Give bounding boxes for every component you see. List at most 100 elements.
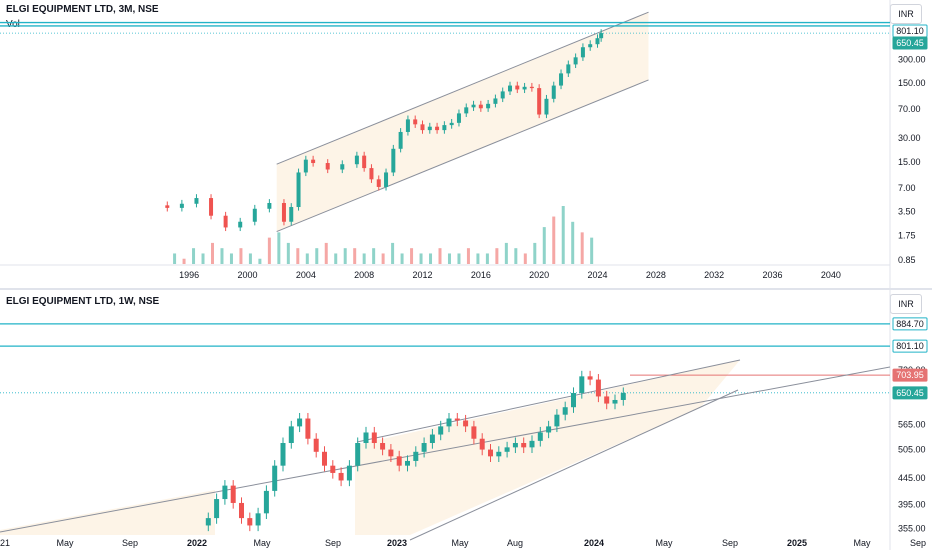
- volume-bar: [315, 248, 319, 264]
- candle-body: [396, 456, 402, 466]
- candle-body: [429, 434, 435, 444]
- candle-body: [413, 119, 418, 125]
- y-tick-label: 355.00: [898, 524, 926, 534]
- price-label: 884.70: [896, 319, 924, 329]
- candle-body: [165, 205, 170, 208]
- volume-bar: [258, 258, 262, 264]
- candle-body: [454, 418, 460, 421]
- volume-bar: [476, 253, 480, 264]
- volume-bar: [173, 253, 177, 264]
- volume-bar: [343, 248, 347, 264]
- volume-bar: [580, 232, 584, 264]
- candle-body: [179, 203, 184, 208]
- y-tick-label: 0.85: [898, 255, 916, 265]
- candle-body: [247, 518, 253, 526]
- price-label: 703.95: [896, 370, 924, 380]
- candle-body: [604, 396, 610, 404]
- candle-body: [529, 440, 535, 448]
- y-tick-label: 15.00: [898, 157, 921, 167]
- price-label-box: [892, 317, 928, 331]
- volume-bar: [353, 248, 357, 264]
- volume-bar: [495, 248, 499, 264]
- channel-upper-line: [276, 11, 649, 165]
- candle-body: [398, 131, 403, 149]
- y-tick-label: 445.00: [898, 473, 926, 483]
- candle-body: [267, 202, 272, 209]
- x-tick-label: May: [253, 538, 271, 548]
- top-chart-canvas[interactable]: 300.00 150.00 70.00 30.00 15.00 7.00 3.50 1.75 0…: [0, 0, 932, 290]
- candle-body: [508, 85, 512, 92]
- y-tick-label: 3.50: [898, 207, 916, 217]
- y-tick-label: 1.75: [898, 230, 916, 240]
- candle-body: [252, 208, 257, 222]
- volume-bar: [561, 206, 565, 264]
- candle-body: [571, 392, 576, 408]
- candle-body: [588, 44, 593, 48]
- candle-body: [281, 202, 286, 222]
- y-tick-label: 300.00: [898, 55, 926, 65]
- volume-bar: [504, 242, 508, 264]
- candle-body: [205, 518, 211, 526]
- x-tick-label: 2022: [187, 538, 207, 548]
- pane-divider[interactable]: [0, 288, 932, 290]
- x-tick-label: May: [853, 538, 871, 548]
- candle-body: [579, 376, 585, 393]
- candle-body: [488, 449, 493, 457]
- candle-body: [289, 207, 294, 222]
- candle-body: [446, 418, 452, 427]
- top-chart-title: ELGI EQUIPMENT LTD, 3M, NSE: [6, 4, 159, 15]
- volume-bar: [362, 253, 366, 264]
- volume-bar: [381, 253, 385, 264]
- volume-bar: [182, 258, 186, 264]
- bottom-chart-pane[interactable]: ELGI EQUIPMENT LTD, 1W, NSE INR 720.0056…: [0, 290, 932, 550]
- candle-body: [230, 485, 236, 503]
- price-label-box: [892, 386, 928, 400]
- x-tick-label: 2020: [529, 270, 549, 280]
- x-tick-label: 2025: [787, 538, 807, 548]
- x-tick-label: Sep: [325, 538, 341, 548]
- candle-body: [479, 438, 485, 450]
- volume-label: Vol: [6, 19, 20, 30]
- candle-body: [537, 88, 542, 115]
- candle-body: [371, 432, 377, 444]
- volume-bar: [447, 253, 451, 264]
- volume-bar: [324, 242, 328, 264]
- channel-fill-right: [355, 360, 740, 535]
- candle-body: [280, 443, 286, 466]
- channel-lower-line: [276, 79, 649, 233]
- top-chart-pane[interactable]: ELGI EQUIPMENT LTD, 3M, NSE Vol INR 300.…: [0, 0, 932, 290]
- y-tick-label: 565.00: [898, 419, 926, 429]
- candle-body: [442, 125, 447, 131]
- volume-bar: [571, 221, 575, 264]
- candle-body: [427, 126, 432, 131]
- candle-body: [599, 33, 604, 39]
- candle-body: [521, 443, 527, 448]
- candle-body: [504, 447, 510, 452]
- candle-body: [529, 86, 534, 89]
- candle-body: [551, 85, 556, 99]
- volume-bar: [485, 253, 489, 264]
- candle-body: [464, 107, 469, 114]
- volume-bar: [267, 237, 271, 264]
- x-tick-label: 2004: [296, 270, 316, 280]
- candle-body: [595, 38, 600, 45]
- candle-body: [456, 113, 461, 123]
- candle-body: [493, 98, 498, 104]
- candle-body: [223, 215, 228, 228]
- candle-body: [562, 407, 568, 415]
- candle-body: [313, 438, 319, 452]
- price-label-box: [892, 339, 928, 353]
- volume-bar: [466, 248, 470, 264]
- price-label: 801.10: [896, 341, 924, 351]
- candle-body: [388, 449, 394, 457]
- bottom-chart-canvas[interactable]: 720.00565.00505.00445.00395.00355.0021Ma…: [0, 290, 932, 550]
- candle-body: [325, 163, 330, 170]
- candle-body: [346, 465, 352, 481]
- candle-body: [340, 164, 345, 170]
- volume-bar: [334, 253, 338, 264]
- volume-bar: [552, 216, 556, 264]
- candle-body: [554, 414, 560, 427]
- candle-body: [322, 451, 327, 466]
- x-tick-label: 2028: [646, 270, 666, 280]
- x-tick-label: 2000: [237, 270, 257, 280]
